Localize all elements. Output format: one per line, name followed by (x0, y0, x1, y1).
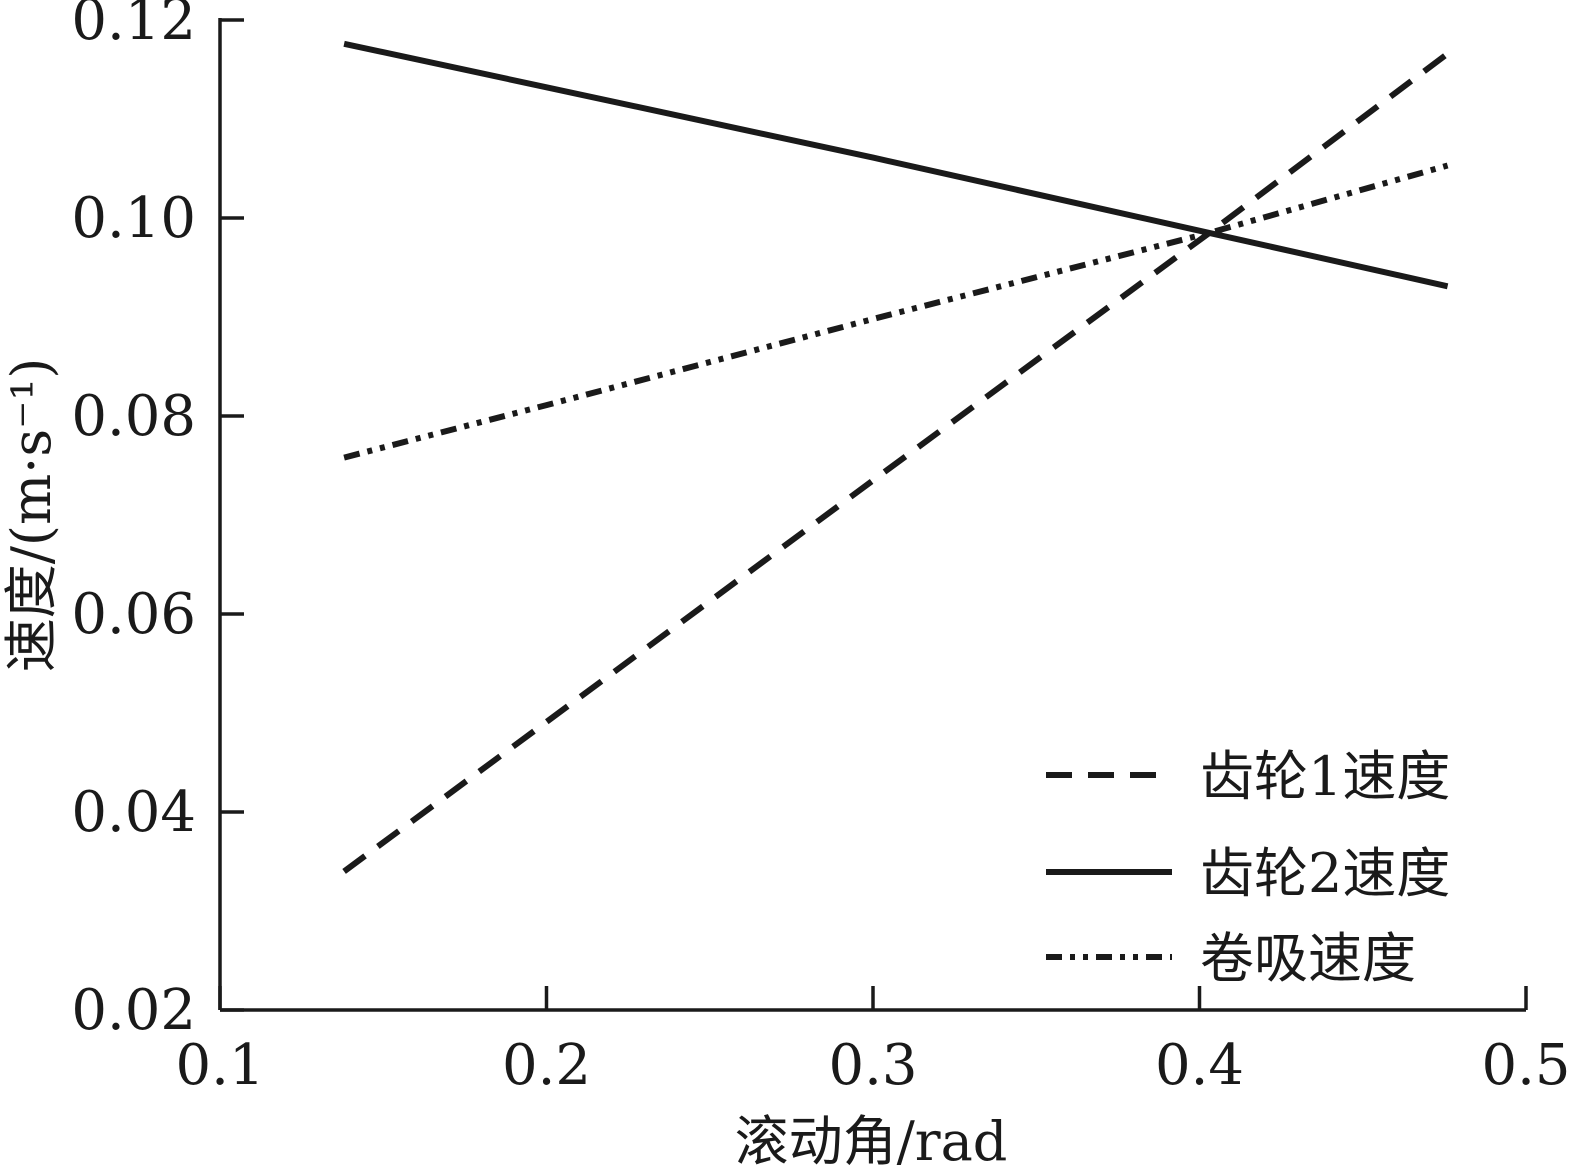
y-tick-label: 0.08 (71, 384, 196, 449)
x-tick-label: 0.5 (1481, 1033, 1570, 1098)
x-ticks: 0.1 0.2 0.3 0.4 0.5 (175, 986, 1571, 1098)
x-tick-label: 0.2 (502, 1033, 591, 1098)
x-tick-label: 0.1 (175, 1033, 264, 1098)
x-axis-title: 滚动角/rad (735, 1110, 1008, 1172)
y-tick-label: 0.12 (71, 0, 196, 53)
y-tick-label: 0.06 (71, 582, 196, 647)
x-tick-label: 0.4 (1155, 1033, 1244, 1098)
y-ticks: 0.02 0.04 0.06 0.08 0.10 0.12 (71, 0, 244, 1043)
series-line-1 (343, 40, 1449, 290)
legend: 齿轮1速度 齿轮2速度 卷吸速度 (1046, 745, 1450, 990)
legend-label-gear1: 齿轮1速度 (1200, 745, 1450, 808)
legend-label-entrainment: 卷吸速度 (1200, 927, 1416, 990)
legend-label-gear2: 齿轮2速度 (1200, 842, 1450, 905)
series-layer (342, 40, 1450, 874)
y-tick-label: 0.10 (71, 186, 196, 251)
y-tick-label: 0.02 (71, 978, 196, 1043)
y-axis-title: 速度/(m·s⁻¹) (0, 358, 63, 673)
series-line-2 (343, 162, 1449, 461)
y-tick-label: 0.04 (71, 780, 196, 845)
x-tick-label: 0.3 (828, 1033, 917, 1098)
